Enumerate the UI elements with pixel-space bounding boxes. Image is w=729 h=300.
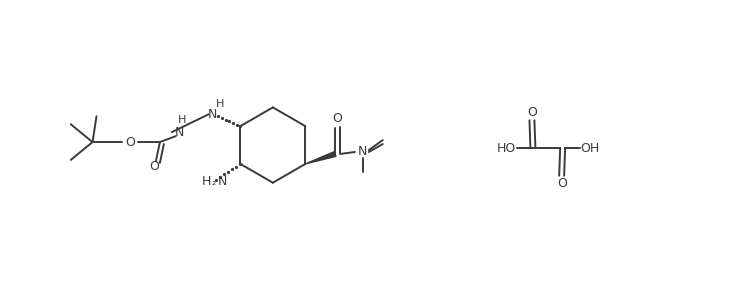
Polygon shape: [305, 152, 336, 164]
Text: N: N: [218, 175, 227, 188]
Text: H: H: [202, 175, 211, 188]
Text: O: O: [557, 177, 567, 190]
Text: O: O: [528, 106, 537, 119]
Text: N: N: [358, 146, 367, 158]
Text: N: N: [208, 108, 217, 121]
Text: H: H: [178, 115, 186, 125]
Text: ₂: ₂: [211, 177, 216, 187]
Text: N: N: [175, 126, 184, 139]
Text: O: O: [149, 160, 159, 173]
Text: O: O: [332, 112, 342, 125]
Text: H: H: [217, 99, 225, 110]
Text: HO: HO: [497, 142, 516, 154]
Text: OH: OH: [580, 142, 599, 154]
Text: O: O: [125, 136, 135, 148]
